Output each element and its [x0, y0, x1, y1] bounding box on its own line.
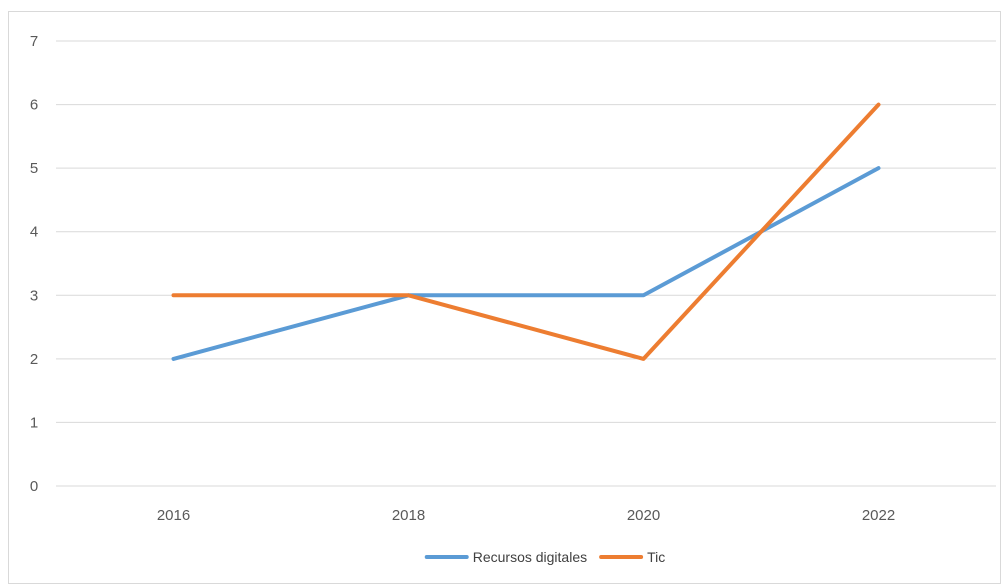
- y-tick-label: 2: [30, 351, 38, 368]
- x-tick-label: 2016: [157, 507, 190, 524]
- chart-frame: 0 1 2 3 4 5 6 7 2016 2018 2020 2022 Recursos digit…: [8, 11, 1001, 584]
- x-axis-tick-labels: 2016 2018 2020 2022: [157, 507, 895, 524]
- line-chart: 0 1 2 3 4 5 6 7 2016 2018 2020 2022 Recursos digit…: [9, 12, 1000, 583]
- y-tick-label: 0: [30, 478, 38, 495]
- legend-label: Tic: [647, 549, 665, 565]
- y-tick-label: 6: [30, 97, 38, 114]
- legend: Recursos digitales Tic: [427, 549, 666, 565]
- x-tick-label: 2018: [392, 507, 425, 524]
- y-tick-label: 4: [30, 224, 38, 241]
- series-line-0: [174, 168, 879, 359]
- y-tick-label: 1: [30, 414, 38, 431]
- legend-item: Tic: [601, 549, 665, 565]
- x-tick-label: 2020: [627, 507, 660, 524]
- y-tick-label: 5: [30, 160, 38, 177]
- gridlines: [56, 41, 996, 486]
- legend-item: Recursos digitales: [427, 549, 587, 565]
- y-tick-label: 7: [30, 33, 38, 50]
- y-axis-tick-labels: 0 1 2 3 4 5 6 7: [30, 33, 38, 495]
- legend-label: Recursos digitales: [473, 549, 587, 565]
- y-tick-label: 3: [30, 287, 38, 304]
- x-tick-label: 2022: [862, 507, 895, 524]
